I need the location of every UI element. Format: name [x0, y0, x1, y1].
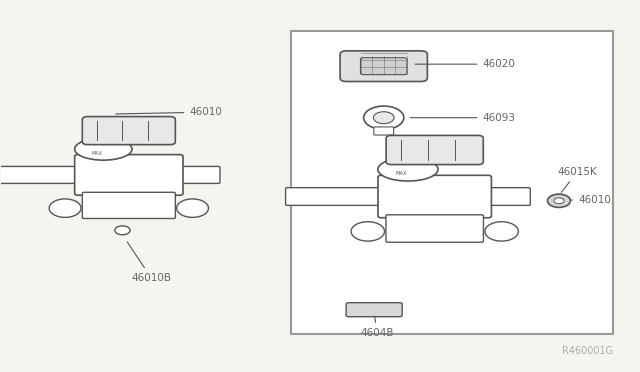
- Ellipse shape: [75, 138, 132, 160]
- Circle shape: [115, 226, 130, 235]
- FancyBboxPatch shape: [285, 187, 383, 205]
- Text: 46020: 46020: [415, 59, 515, 69]
- Circle shape: [547, 194, 570, 208]
- Text: 46010B: 46010B: [127, 242, 171, 283]
- Text: 46093: 46093: [410, 113, 515, 123]
- FancyBboxPatch shape: [178, 166, 220, 183]
- Ellipse shape: [378, 158, 438, 181]
- FancyBboxPatch shape: [0, 166, 80, 183]
- Text: 4604B: 4604B: [360, 316, 394, 338]
- FancyBboxPatch shape: [486, 187, 531, 205]
- FancyBboxPatch shape: [386, 135, 483, 164]
- FancyBboxPatch shape: [75, 155, 183, 195]
- Circle shape: [177, 199, 209, 217]
- Circle shape: [49, 199, 81, 217]
- Text: MAX: MAX: [92, 151, 102, 155]
- Text: 46015K: 46015K: [557, 167, 597, 192]
- Circle shape: [485, 222, 518, 241]
- FancyBboxPatch shape: [340, 51, 428, 81]
- FancyBboxPatch shape: [386, 215, 483, 242]
- Text: 46010: 46010: [572, 195, 611, 205]
- Text: R460001G: R460001G: [562, 346, 613, 356]
- FancyBboxPatch shape: [83, 116, 175, 145]
- Circle shape: [373, 112, 394, 124]
- FancyBboxPatch shape: [360, 58, 407, 75]
- Circle shape: [364, 106, 404, 129]
- Circle shape: [351, 222, 385, 241]
- FancyBboxPatch shape: [83, 192, 175, 218]
- FancyBboxPatch shape: [374, 127, 394, 135]
- FancyBboxPatch shape: [346, 303, 402, 317]
- Bar: [291, 31, 613, 334]
- FancyBboxPatch shape: [378, 175, 492, 218]
- Circle shape: [554, 198, 564, 204]
- Text: 46010: 46010: [116, 107, 222, 117]
- Text: MAX: MAX: [396, 171, 407, 176]
